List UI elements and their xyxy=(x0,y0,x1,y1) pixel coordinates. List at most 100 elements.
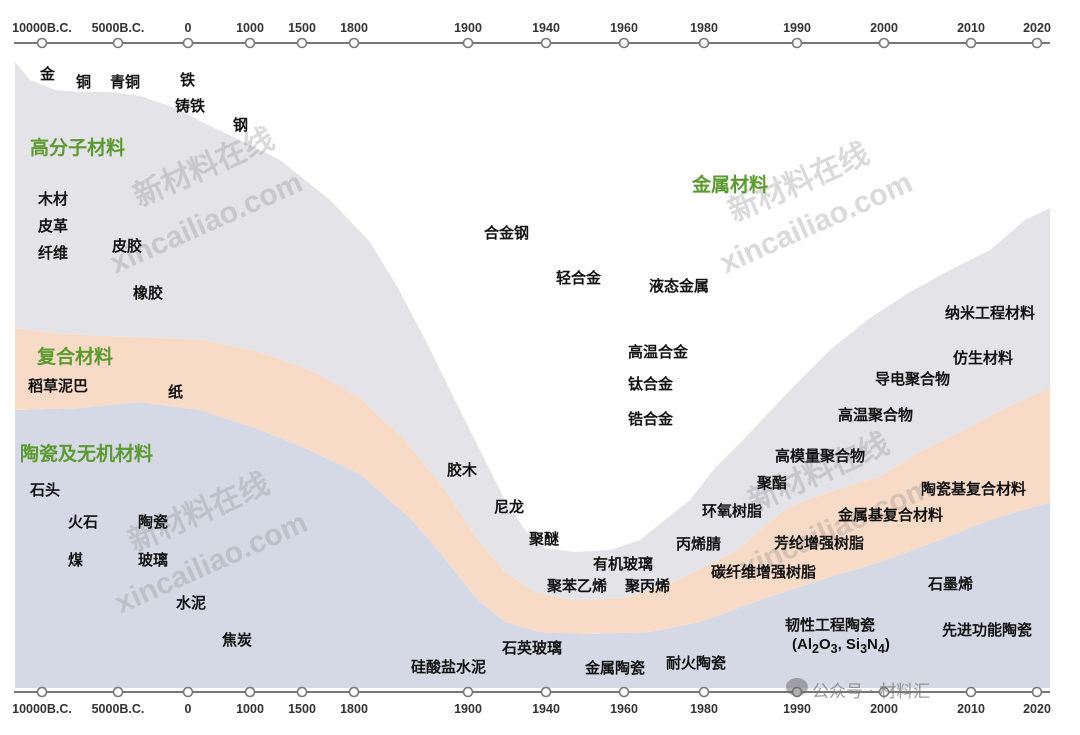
label-zirconium-alloy: 锆合金 xyxy=(628,410,674,428)
bottom-axis-tick-label: 1940 xyxy=(532,702,560,716)
label-liquid-metal: 液态金属 xyxy=(649,277,710,295)
bottom-axis-tick-dot xyxy=(182,686,194,698)
bottom-axis-tick-label: 1800 xyxy=(340,702,368,716)
label-superalloy: 高温合金 xyxy=(628,343,689,361)
bottom-axis-tick-label: 0 xyxy=(184,702,192,716)
top-axis-tick-dot xyxy=(182,37,194,49)
bottom-axis-tick-label: 1500 xyxy=(288,702,316,716)
top-axis-tick-label: 10000B.C. xyxy=(12,21,72,35)
top-axis-tick-dot xyxy=(965,37,977,49)
bottom-axis-tick-dot xyxy=(462,686,474,698)
label-alloy-steel: 合金钢 xyxy=(484,224,530,242)
bottom-axis-tick-label: 5000B.C. xyxy=(91,702,145,716)
label-toughened-ceramic: 韧性工程陶瓷 xyxy=(785,616,876,634)
label-pottery: 陶瓷 xyxy=(138,513,169,531)
top-axis-tick-dot xyxy=(462,37,474,49)
top-axis-tick-label: 1940 xyxy=(532,21,560,35)
top-axis-tick-label: 1000 xyxy=(236,21,264,35)
label-coke: 焦炭 xyxy=(222,631,253,649)
label-steel: 钢 xyxy=(233,116,249,134)
top-axis-tick-label: 1960 xyxy=(610,21,638,35)
top-axis-tick-dot xyxy=(296,37,308,49)
label-iron: 铁 xyxy=(180,71,196,89)
label-cermet: 金属陶瓷 xyxy=(585,659,646,677)
bottom-axis-tick-label: 10000B.C. xyxy=(12,702,72,716)
top-axis-tick-dot xyxy=(878,37,890,49)
bottom-axis-tick-dot xyxy=(112,686,124,698)
bottom-axis-tick-dot xyxy=(1031,686,1043,698)
brand-caption: 公众号 · 材料汇 xyxy=(812,682,931,702)
label-flint: 火石 xyxy=(68,513,99,531)
top-axis-tick-dot xyxy=(112,37,124,49)
bottom-axis-tick-dot xyxy=(244,686,256,698)
bottom-axis-tick-label: 1900 xyxy=(454,702,482,716)
category-metal: 金属材料 xyxy=(692,174,769,196)
label-plexiglass: 有机玻璃 xyxy=(593,555,654,573)
bottom-axis-tick-dot xyxy=(878,686,890,698)
top-axis-tick-label: 1500 xyxy=(288,21,316,35)
label-aramid-resin: 芳纶增强树脂 xyxy=(774,534,865,552)
label-high-temp-polymer: 高温聚合物 xyxy=(838,406,914,424)
label-graphene: 石墨烯 xyxy=(928,575,974,593)
bottom-axis-tick-dot xyxy=(348,686,360,698)
bottom-axis-tick-label: 1980 xyxy=(690,702,718,716)
label-ceramic-formula: (Al2O3, Si3N4) xyxy=(792,636,890,656)
top-axis-tick-label: 0 xyxy=(184,21,192,35)
label-gold: 金 xyxy=(40,65,56,83)
label-titanium-alloy: 钛合金 xyxy=(628,375,674,393)
top-axis-tick-dot xyxy=(36,37,48,49)
bottom-axis-tick-label: 2000 xyxy=(870,702,898,716)
label-light-alloy: 轻合金 xyxy=(556,269,602,287)
label-straw-mud: 稻草泥巴 xyxy=(28,377,89,395)
label-glulam: 胶木 xyxy=(447,461,478,479)
label-ceramic-matrix-composite: 陶瓷基复合材料 xyxy=(921,480,1027,498)
top-axis-tick-label: 1990 xyxy=(783,21,811,35)
bottom-axis-tick-label: 1990 xyxy=(783,702,811,716)
category-polymer: 高分子材料 xyxy=(30,137,126,159)
label-high-modulus-polymer: 高模量聚合物 xyxy=(775,447,866,465)
label-nylon: 尼龙 xyxy=(494,498,525,516)
label-copper: 铜 xyxy=(76,73,92,91)
bottom-axis-tick-dot xyxy=(36,686,48,698)
top-axis-tick-label: 5000B.C. xyxy=(91,21,145,35)
label-polystyrene: 聚苯乙烯 xyxy=(547,577,608,595)
label-epoxy: 环氧树脂 xyxy=(702,502,763,520)
label-bronze: 青铜 xyxy=(110,73,141,91)
label-nano-engineering: 纳米工程材料 xyxy=(945,304,1036,322)
bottom-axis-tick-dot xyxy=(540,686,552,698)
label-polyester: 聚酯 xyxy=(757,474,788,492)
top-axis-tick-label: 1800 xyxy=(340,21,368,35)
top-axis-tick-dot xyxy=(698,37,710,49)
bottom-axis-tick-dot xyxy=(698,686,710,698)
polymer-region xyxy=(15,62,1050,600)
label-metal-matrix-composite: 金属基复合材料 xyxy=(838,506,944,524)
label-rubber: 橡胶 xyxy=(133,284,164,302)
label-coal: 煤 xyxy=(68,551,84,569)
bottom-axis-tick-dot xyxy=(618,686,630,698)
label-paper: 纸 xyxy=(168,383,184,401)
bottom-axis-tick-label: 1960 xyxy=(610,702,638,716)
composite-band xyxy=(15,328,1050,634)
label-polyether: 聚醚 xyxy=(529,530,560,548)
label-biomimetic: 仿生材料 xyxy=(953,349,1014,367)
wechat-icon xyxy=(786,678,808,696)
label-polypropylene: 聚丙烯 xyxy=(625,577,671,595)
top-axis-tick-dot xyxy=(348,37,360,49)
top-axis-tick-label: 2000 xyxy=(870,21,898,35)
bottom-axis-tick-dot xyxy=(965,686,977,698)
top-axis-tick-dot xyxy=(618,37,630,49)
category-ceramic: 陶瓷及无机材料 xyxy=(20,443,154,465)
top-axis-tick-label: 2020 xyxy=(1023,21,1051,35)
label-advanced-ceramic: 先进功能陶瓷 xyxy=(942,621,1033,639)
bottom-axis-tick-label: 1000 xyxy=(236,702,264,716)
label-hide-glue: 皮胶 xyxy=(112,237,143,255)
category-composite: 复合材料 xyxy=(37,346,114,368)
top-axis-tick-dot xyxy=(540,37,552,49)
label-leather: 皮革 xyxy=(38,217,69,235)
label-wood: 木材 xyxy=(38,190,69,208)
label-silicate-cement: 硅酸盐水泥 xyxy=(411,658,487,676)
label-carbon-fiber-resin: 碳纤维增强树脂 xyxy=(711,563,817,581)
label-cast-iron: 铸铁 xyxy=(175,97,206,115)
label-conductive-polymer: 导电聚合物 xyxy=(875,370,951,388)
